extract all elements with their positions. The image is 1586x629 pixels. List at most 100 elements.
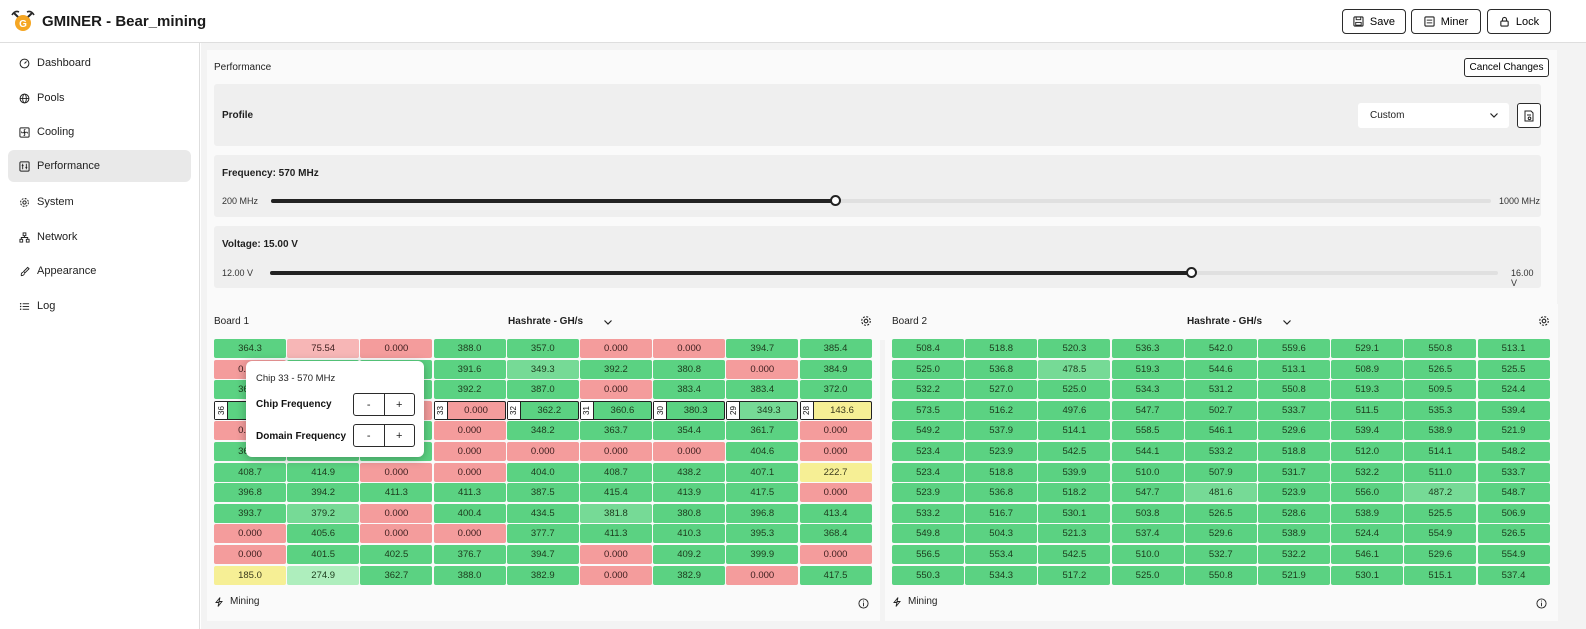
board-settings-icon[interactable] xyxy=(1538,315,1550,327)
chip-cell[interactable]: 538.9 xyxy=(1331,503,1404,523)
chip-cell[interactable]: 28 143.6 xyxy=(799,400,872,420)
chip-cell[interactable]: 519.3 xyxy=(1331,380,1404,400)
chip-cell[interactable]: 380.8 xyxy=(653,359,726,379)
chip-cell[interactable]: 0.000 xyxy=(799,441,872,461)
cancel-changes-button[interactable]: Cancel Changes xyxy=(1464,58,1549,77)
chip-cell[interactable]: 550.3 xyxy=(892,565,964,585)
chip-cell[interactable]: 518.8 xyxy=(965,339,1038,358)
chip-cell[interactable]: 525.5 xyxy=(1477,359,1550,379)
chip-cell[interactable]: 516.7 xyxy=(965,503,1038,523)
sidebar-item-system[interactable]: System xyxy=(8,186,191,218)
chip-cell[interactable]: 508.4 xyxy=(892,339,964,358)
chip-cell[interactable]: 528.6 xyxy=(1257,503,1330,523)
chip-cell[interactable]: 394.7 xyxy=(726,339,799,358)
voltage-slider-thumb[interactable] xyxy=(1186,267,1197,278)
chip-cell[interactable]: 410.3 xyxy=(653,524,726,544)
chip-cell[interactable]: 383.4 xyxy=(653,380,726,400)
chip-cell[interactable]: 0.000 xyxy=(360,524,433,544)
chip-cell[interactable]: 0.000 xyxy=(214,524,286,544)
chip-cell[interactable]: 542.5 xyxy=(1038,441,1111,461)
chip-cell[interactable]: 525.0 xyxy=(892,359,964,379)
chip-cell[interactable]: 382.9 xyxy=(653,565,726,585)
info-icon[interactable] xyxy=(858,598,869,609)
chip-cell[interactable]: 391.6 xyxy=(433,359,506,379)
chip-cell[interactable]: 0.000 xyxy=(433,524,506,544)
chip-cell[interactable]: 527.0 xyxy=(965,380,1038,400)
chip-cell[interactable]: 536.8 xyxy=(965,483,1038,503)
chip-cell[interactable]: 404.0 xyxy=(506,462,579,482)
chip-cell[interactable]: 0.000 xyxy=(726,565,799,585)
chip-cell[interactable]: 534.3 xyxy=(1111,380,1184,400)
chip-cell[interactable]: 521.3 xyxy=(1038,524,1111,544)
chip-cell[interactable]: 411.3 xyxy=(360,483,433,503)
chip-cell[interactable]: 413.9 xyxy=(653,483,726,503)
chip-cell[interactable]: 0.000 xyxy=(360,503,433,523)
chip-cell[interactable]: 388.0 xyxy=(433,565,506,585)
chip-cell[interactable]: 361.7 xyxy=(726,421,799,441)
chip-cell[interactable]: 515.1 xyxy=(1404,565,1477,585)
chip-cell[interactable]: 523.4 xyxy=(892,462,964,482)
chip-cell[interactable]: 0.000 xyxy=(214,544,286,564)
chip-cell[interactable]: 409.2 xyxy=(653,544,726,564)
chip-cell[interactable]: 354.4 xyxy=(653,421,726,441)
chip-cell[interactable]: 546.1 xyxy=(1331,544,1404,564)
chip-cell[interactable]: 550.8 xyxy=(1184,565,1257,585)
miner-button[interactable]: Miner xyxy=(1411,9,1481,34)
chip-cell[interactable]: 411.3 xyxy=(433,483,506,503)
chip-cell[interactable]: 554.9 xyxy=(1404,524,1477,544)
chip-cell[interactable]: 539.4 xyxy=(1331,421,1404,441)
board-settings-icon[interactable] xyxy=(860,315,872,327)
chip-cell[interactable]: 382.9 xyxy=(506,565,579,585)
chip-cell[interactable]: 512.0 xyxy=(1331,441,1404,461)
chip-cell[interactable]: 525.0 xyxy=(1111,565,1184,585)
chip-cell[interactable]: 532.7 xyxy=(1184,544,1257,564)
chip-cell[interactable]: 438.2 xyxy=(653,462,726,482)
chip-cell[interactable]: 514.1 xyxy=(1038,421,1111,441)
chip-cell[interactable]: 388.0 xyxy=(433,339,506,358)
chip-cell[interactable]: 395.3 xyxy=(726,524,799,544)
chip-cell[interactable]: 381.8 xyxy=(579,503,652,523)
chip-cell[interactable]: 534.3 xyxy=(965,565,1038,585)
chip-cell[interactable]: 521.9 xyxy=(1257,565,1330,585)
chip-cell[interactable]: 0.000 xyxy=(360,339,433,358)
chip-cell[interactable]: 0.000 xyxy=(506,441,579,461)
chip-cell[interactable]: 401.5 xyxy=(287,544,360,564)
chip-cell[interactable]: 549.8 xyxy=(892,524,964,544)
chip-cell[interactable]: 529.6 xyxy=(1257,421,1330,441)
chip-cell[interactable]: 533.7 xyxy=(1257,400,1330,420)
chip-cell[interactable]: 542.0 xyxy=(1184,339,1257,358)
chip-cell[interactable]: 544.6 xyxy=(1184,359,1257,379)
chip-cell[interactable]: 415.4 xyxy=(579,483,652,503)
chip-cell[interactable]: 400.4 xyxy=(433,503,506,523)
chip-cell[interactable]: 539.9 xyxy=(1038,462,1111,482)
chip-cell[interactable]: 0.000 xyxy=(799,483,872,503)
chip-cell[interactable]: 377.7 xyxy=(506,524,579,544)
sidebar-item-performance[interactable]: Performance xyxy=(8,150,191,182)
chip-cell[interactable]: 33 0.000 xyxy=(433,400,506,420)
chip-cell[interactable]: 384.9 xyxy=(799,359,872,379)
chip-cell[interactable]: 411.3 xyxy=(579,524,652,544)
chip-cell[interactable]: 554.9 xyxy=(1477,544,1550,564)
chip-cell[interactable]: 530.1 xyxy=(1038,503,1111,523)
chip-cell[interactable]: 537.4 xyxy=(1111,524,1184,544)
chip-cell[interactable]: 537.4 xyxy=(1477,565,1550,585)
chip-cell[interactable]: 524.4 xyxy=(1477,380,1550,400)
chip-cell[interactable]: 510.0 xyxy=(1111,544,1184,564)
chip-cell[interactable]: 531.2 xyxy=(1184,380,1257,400)
chip-cell[interactable]: 30 380.3 xyxy=(653,400,726,420)
chip-cell[interactable]: 559.6 xyxy=(1257,339,1330,358)
chip-cell[interactable]: 517.2 xyxy=(1038,565,1111,585)
profile-select[interactable]: Custom xyxy=(1358,103,1509,128)
chip-cell[interactable]: 531.7 xyxy=(1257,462,1330,482)
chip-cell[interactable]: 520.3 xyxy=(1038,339,1111,358)
chip-cell[interactable]: 538.9 xyxy=(1404,421,1477,441)
chip-cell[interactable]: 529.6 xyxy=(1184,524,1257,544)
chip-cell[interactable]: 405.6 xyxy=(287,524,360,544)
chip-cell[interactable]: 0.000 xyxy=(653,339,726,358)
chip-frequency-decrease-button[interactable]: - xyxy=(366,398,371,411)
metric-select[interactable]: Hashrate - GH/s xyxy=(508,316,613,327)
chip-cell[interactable]: 509.5 xyxy=(1404,380,1477,400)
chip-cell[interactable]: 402.5 xyxy=(360,544,433,564)
chip-cell[interactable]: 542.5 xyxy=(1038,544,1111,564)
chip-cell[interactable]: 508.9 xyxy=(1331,359,1404,379)
